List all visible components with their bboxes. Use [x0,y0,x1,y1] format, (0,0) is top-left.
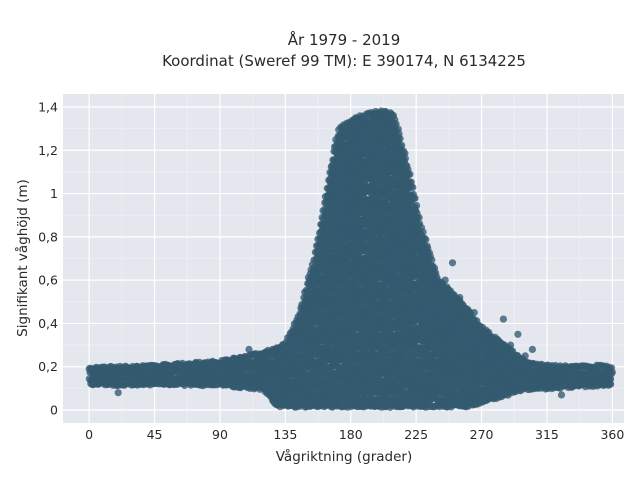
data-point [419,228,427,236]
data-point [396,135,404,143]
data-point [406,170,414,178]
scatter-points [85,107,616,411]
chart-subtitle: Koordinat (Sweref 99 TM): E 390174, N 61… [162,52,526,70]
data-point [413,201,421,210]
data-point [411,194,419,202]
data-point [415,214,423,222]
data-point [409,183,417,191]
data-point [401,154,409,162]
chart-title: År 1979 - 2019 [288,30,401,49]
data-point [428,256,436,264]
data-point [422,236,430,244]
